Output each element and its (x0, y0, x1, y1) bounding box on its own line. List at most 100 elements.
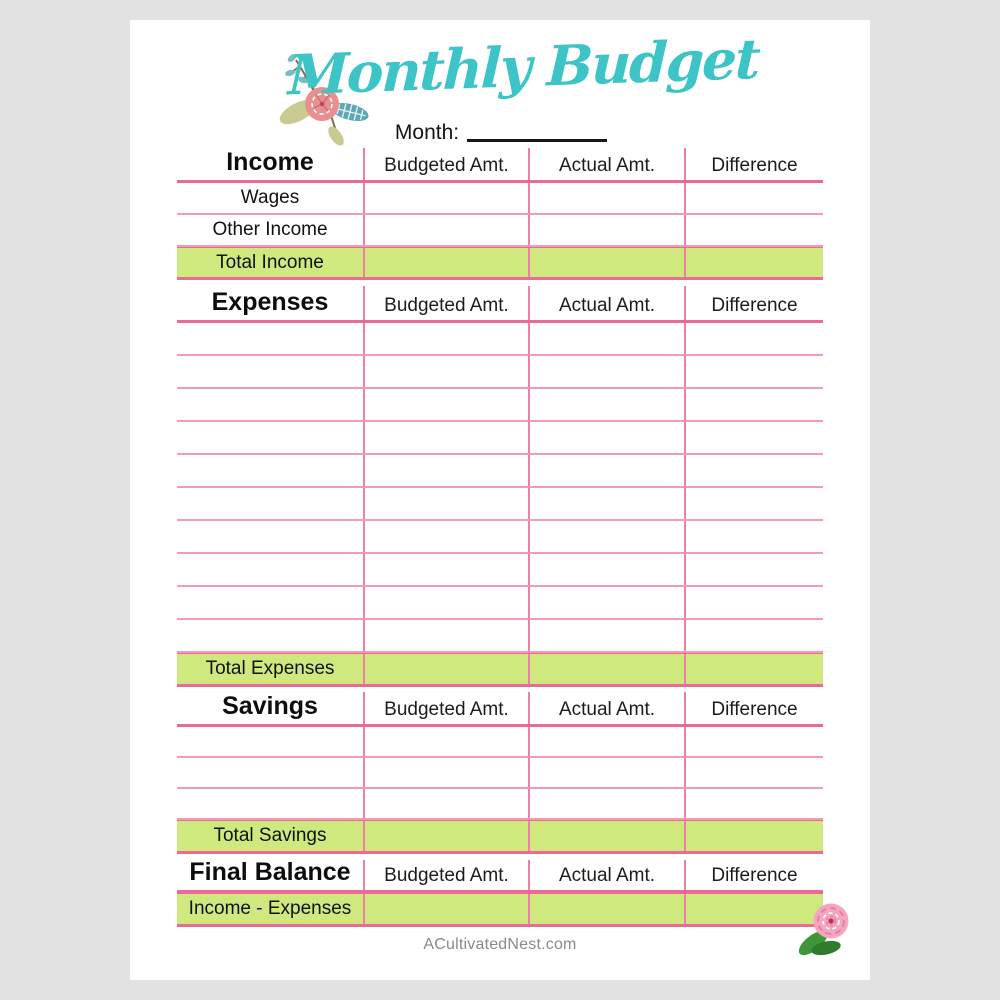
income-minus-expenses-row: Income - Expenses (177, 893, 823, 927)
total-savings-budgeted-cell[interactable] (363, 821, 528, 851)
blank-amount-cell[interactable] (528, 554, 684, 585)
savings-section: Savings Budgeted Amt. Actual Amt. Differ… (177, 692, 823, 854)
blank-amount-cell[interactable] (363, 587, 528, 618)
other-income-actual-cell[interactable] (528, 215, 684, 245)
blank-item-name-cell[interactable] (177, 389, 363, 420)
blank-amount-cell[interactable] (684, 488, 823, 519)
total-expenses-difference-cell[interactable] (684, 654, 823, 684)
other-income-row: Other Income (177, 215, 823, 247)
blank-item-name-cell[interactable] (177, 727, 363, 756)
blank-amount-cell[interactable] (528, 488, 684, 519)
blank-amount-cell[interactable] (684, 620, 823, 651)
column-header-actual: Actual Amt. (528, 286, 684, 320)
blank-entry-row (177, 587, 823, 620)
blank-amount-cell[interactable] (528, 587, 684, 618)
blank-amount-cell[interactable] (363, 356, 528, 387)
blank-amount-cell[interactable] (363, 455, 528, 486)
blank-entry-row (177, 727, 823, 758)
blank-amount-cell[interactable] (528, 789, 684, 818)
blank-amount-cell[interactable] (363, 554, 528, 585)
blank-amount-cell[interactable] (528, 758, 684, 787)
blank-item-name-cell[interactable] (177, 521, 363, 552)
blank-amount-cell[interactable] (684, 455, 823, 486)
month-fill-in-line[interactable] (467, 139, 608, 142)
total-expenses-actual-cell[interactable] (528, 654, 684, 684)
blank-amount-cell[interactable] (684, 323, 823, 354)
expenses-header-row: Expenses Budgeted Amt. Actual Amt. Diffe… (177, 286, 823, 323)
total-expenses-budgeted-cell[interactable] (363, 654, 528, 684)
total-income-actual-cell[interactable] (528, 248, 684, 277)
blank-amount-cell[interactable] (684, 587, 823, 618)
total-income-difference-cell[interactable] (684, 248, 823, 277)
other-income-budgeted-cell[interactable] (363, 215, 528, 245)
blank-entry-row (177, 789, 823, 820)
final-balance-section: Final Balance Budgeted Amt. Actual Amt. … (177, 860, 823, 927)
blank-amount-cell[interactable] (684, 356, 823, 387)
month-row: Month: (130, 121, 870, 145)
total-income-row: Total Income (177, 247, 823, 280)
blank-amount-cell[interactable] (528, 422, 684, 453)
blank-item-name-cell[interactable] (177, 323, 363, 354)
blank-item-name-cell[interactable] (177, 587, 363, 618)
blank-amount-cell[interactable] (684, 758, 823, 787)
blank-amount-cell[interactable] (528, 389, 684, 420)
blank-amount-cell[interactable] (528, 455, 684, 486)
wages-difference-cell[interactable] (684, 183, 823, 213)
blank-item-name-cell[interactable] (177, 356, 363, 387)
total-savings-difference-cell[interactable] (684, 821, 823, 851)
column-header-actual: Actual Amt. (528, 148, 684, 180)
blank-amount-cell[interactable] (363, 620, 528, 651)
blank-item-name-cell[interactable] (177, 488, 363, 519)
row-label-wages: Wages (240, 187, 300, 208)
blank-item-name-cell[interactable] (177, 789, 363, 818)
total-savings-label: Total Savings (213, 825, 327, 846)
blank-amount-cell[interactable] (684, 554, 823, 585)
blank-item-name-cell[interactable] (177, 758, 363, 787)
blank-item-name-cell[interactable] (177, 422, 363, 453)
other-income-difference-cell[interactable] (684, 215, 823, 245)
blank-item-name-cell[interactable] (177, 620, 363, 651)
final-budgeted-cell[interactable] (363, 894, 528, 924)
total-expenses-label: Total Expenses (205, 658, 335, 679)
blank-amount-cell[interactable] (684, 789, 823, 818)
income-header-row: Income Budgeted Amt. Actual Amt. Differe… (177, 148, 823, 183)
blank-amount-cell[interactable] (363, 422, 528, 453)
total-income-budgeted-cell[interactable] (363, 248, 528, 277)
blank-amount-cell[interactable] (363, 758, 528, 787)
wages-budgeted-cell[interactable] (363, 183, 528, 213)
blank-amount-cell[interactable] (528, 727, 684, 756)
blank-amount-cell[interactable] (363, 789, 528, 818)
blank-amount-cell[interactable] (684, 727, 823, 756)
column-header-difference: Difference (684, 286, 823, 320)
blank-amount-cell[interactable] (363, 323, 528, 354)
blank-amount-cell[interactable] (684, 422, 823, 453)
wages-actual-cell[interactable] (528, 183, 684, 213)
blank-item-name-cell[interactable] (177, 554, 363, 585)
blank-amount-cell[interactable] (684, 389, 823, 420)
income-section: Income Budgeted Amt. Actual Amt. Differe… (177, 148, 823, 280)
blank-entry-row (177, 389, 823, 422)
blank-amount-cell[interactable] (528, 620, 684, 651)
blank-amount-cell[interactable] (528, 323, 684, 354)
blank-amount-cell[interactable] (528, 521, 684, 552)
blank-entry-row (177, 455, 823, 488)
blank-amount-cell[interactable] (528, 356, 684, 387)
final-difference-cell[interactable] (684, 894, 823, 924)
blank-item-name-cell[interactable] (177, 455, 363, 486)
blank-amount-cell[interactable] (684, 521, 823, 552)
blank-amount-cell[interactable] (363, 389, 528, 420)
blank-entry-row (177, 758, 823, 789)
savings-blank-rows (177, 727, 823, 820)
blank-amount-cell[interactable] (363, 521, 528, 552)
blank-amount-cell[interactable] (363, 488, 528, 519)
total-income-label: Total Income (216, 251, 324, 273)
section-title-income: Income (226, 148, 314, 176)
floral-bouquet-icon (279, 54, 369, 146)
blank-entry-row (177, 356, 823, 389)
blank-amount-cell[interactable] (363, 727, 528, 756)
total-savings-actual-cell[interactable] (528, 821, 684, 851)
rose-icon (798, 903, 849, 956)
budget-table: Income Budgeted Amt. Actual Amt. Differe… (177, 148, 823, 927)
final-actual-cell[interactable] (528, 894, 684, 924)
section-title-expenses: Expenses (211, 288, 329, 316)
